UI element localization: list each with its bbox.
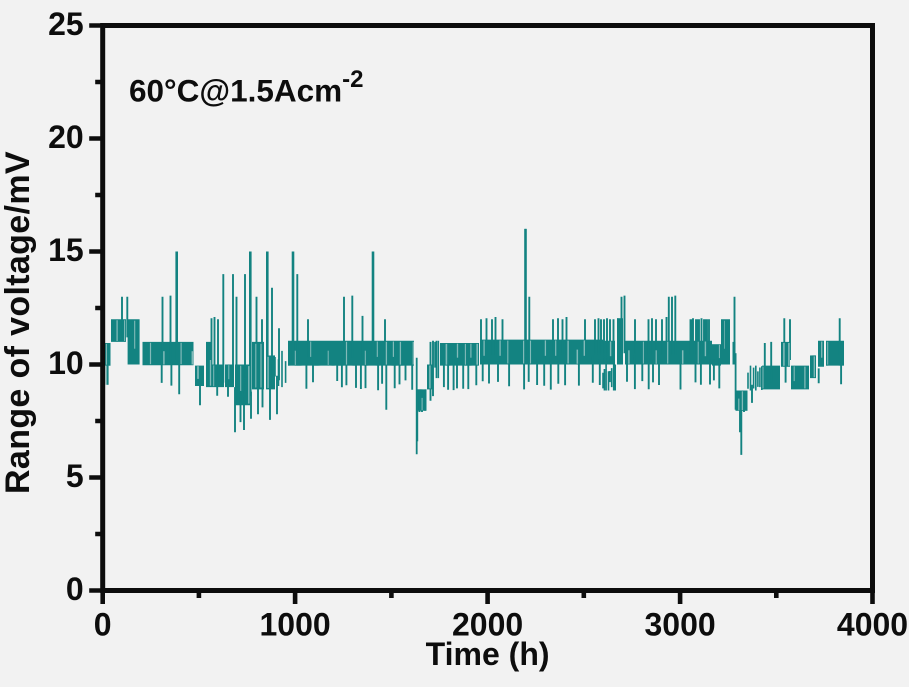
svg-text:15: 15 [48, 232, 84, 268]
svg-text:5: 5 [66, 458, 84, 494]
svg-text:Time (h): Time (h) [426, 636, 550, 672]
svg-text:0: 0 [66, 571, 84, 607]
svg-text:20: 20 [48, 119, 84, 155]
svg-text:4000: 4000 [837, 607, 908, 643]
svg-text:Range of voltage/mV: Range of voltage/mV [0, 151, 37, 494]
svg-text:3000: 3000 [645, 607, 716, 643]
svg-text:1000: 1000 [260, 607, 331, 643]
svg-text:10: 10 [48, 345, 84, 381]
svg-text:0: 0 [94, 607, 112, 643]
svg-text:60°C@1.5Acm-2: 60°C@1.5Acm-2 [129, 66, 364, 109]
svg-text:25: 25 [48, 6, 84, 42]
svg-text:2000: 2000 [452, 607, 523, 643]
